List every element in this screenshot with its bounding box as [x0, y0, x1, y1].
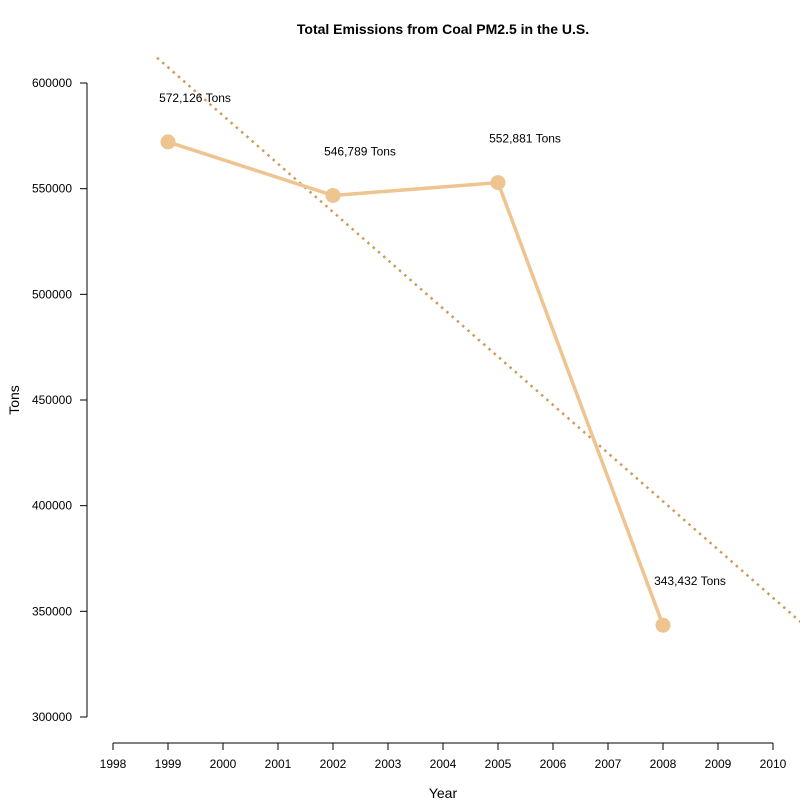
data-point — [160, 134, 176, 150]
y-tick-label: 600000 — [32, 76, 72, 90]
series-line — [167, 140, 665, 626]
y-axis-title: Tons — [6, 385, 22, 415]
chart-title: Total Emissions from Coal PM2.5 in the U… — [297, 21, 589, 37]
data-point — [655, 617, 671, 633]
y-tick-label: 300000 — [32, 710, 72, 724]
x-tick-label: 1998 — [100, 757, 127, 771]
x-tick-label: 2010 — [760, 757, 787, 771]
x-tick-label: 2007 — [595, 757, 622, 771]
trend-line — [156, 56, 800, 623]
x-tick-label: 2004 — [430, 757, 457, 771]
trend-layer — [156, 56, 800, 623]
x-tick-label: 2009 — [705, 757, 732, 771]
x-tick-label: 2005 — [485, 757, 512, 771]
series-layer — [160, 134, 671, 633]
data-point — [490, 175, 506, 191]
y-tick-label: 450000 — [32, 393, 72, 407]
data-point — [325, 187, 341, 203]
x-tick-label: 2002 — [320, 757, 347, 771]
data-label: 343,432 Tons — [654, 574, 726, 588]
y-tick-label: 350000 — [32, 604, 72, 618]
x-axis-title: Year — [429, 785, 458, 800]
y-tick-label: 400000 — [32, 499, 72, 513]
data-label: 552,881 Tons — [489, 132, 561, 146]
x-tick-label: 1999 — [155, 757, 182, 771]
x-tick-label: 2006 — [540, 757, 567, 771]
labels-layer: 572,126 Tons 546,789 Tons 552,881 Tons 343,… — [159, 91, 726, 588]
x-tick-label: 2001 — [265, 757, 292, 771]
y-tick-label: 550000 — [32, 182, 72, 196]
axes-layer: 1998 1999 2000 2001 2002 2003 2004 2005 2006 2007… — [32, 76, 787, 771]
y-tick-label: 500000 — [32, 287, 72, 301]
data-label: 546,789 Tons — [324, 144, 396, 158]
x-tick-label: 2008 — [650, 757, 677, 771]
x-tick-label: 2003 — [375, 757, 402, 771]
data-label: 572,126 Tons — [159, 91, 231, 105]
x-tick-label: 2000 — [210, 757, 237, 771]
